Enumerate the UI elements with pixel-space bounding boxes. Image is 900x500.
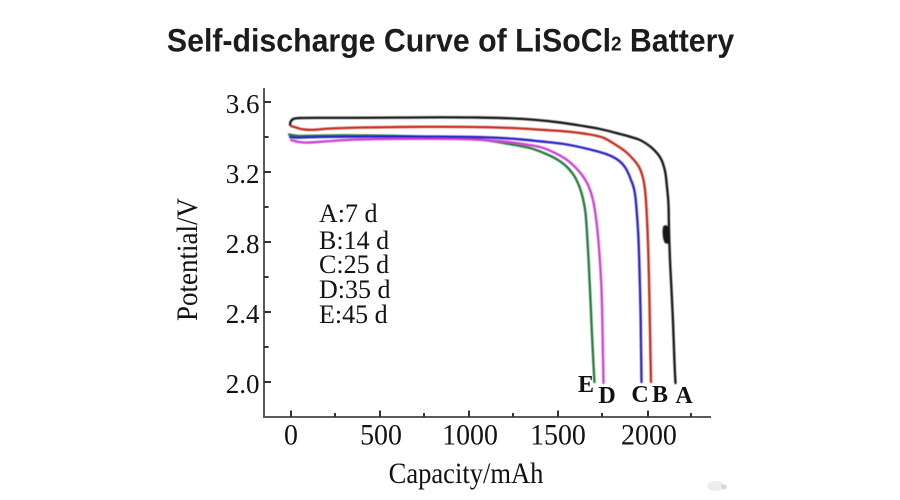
- svg-text:C:25 d: C:25 d: [319, 250, 389, 279]
- svg-text:A:7 d: A:7 d: [319, 199, 378, 228]
- svg-text:C: C: [631, 382, 648, 408]
- svg-text:D: D: [598, 383, 615, 409]
- svg-text:2.0: 2.0: [226, 369, 260, 399]
- svg-text:2.8: 2.8: [226, 229, 260, 259]
- svg-text:0: 0: [284, 419, 298, 452]
- svg-text:Self-discharge Curve of LiSoCl: Self-discharge Curve of LiSoCl2 Battery: [167, 23, 735, 59]
- svg-text:1000: 1000: [442, 419, 498, 452]
- svg-text:1500: 1500: [530, 419, 586, 452]
- svg-text:500: 500: [360, 419, 402, 452]
- svg-text:D:35 d: D:35 d: [319, 275, 391, 304]
- svg-text:2000: 2000: [621, 419, 677, 452]
- svg-text:A: A: [675, 383, 693, 409]
- svg-text:E:45 d: E:45 d: [319, 300, 388, 329]
- svg-text:3.2: 3.2: [226, 159, 260, 189]
- svg-text:Capacity/mAh: Capacity/mAh: [389, 458, 544, 491]
- svg-text:B:14 d: B:14 d: [319, 226, 389, 255]
- svg-text:3.6: 3.6: [226, 89, 260, 119]
- svg-text:B: B: [652, 382, 668, 408]
- svg-text:E: E: [578, 372, 594, 398]
- svg-text:Potential/V: Potential/V: [172, 198, 205, 321]
- svg-text:2.4: 2.4: [226, 299, 260, 329]
